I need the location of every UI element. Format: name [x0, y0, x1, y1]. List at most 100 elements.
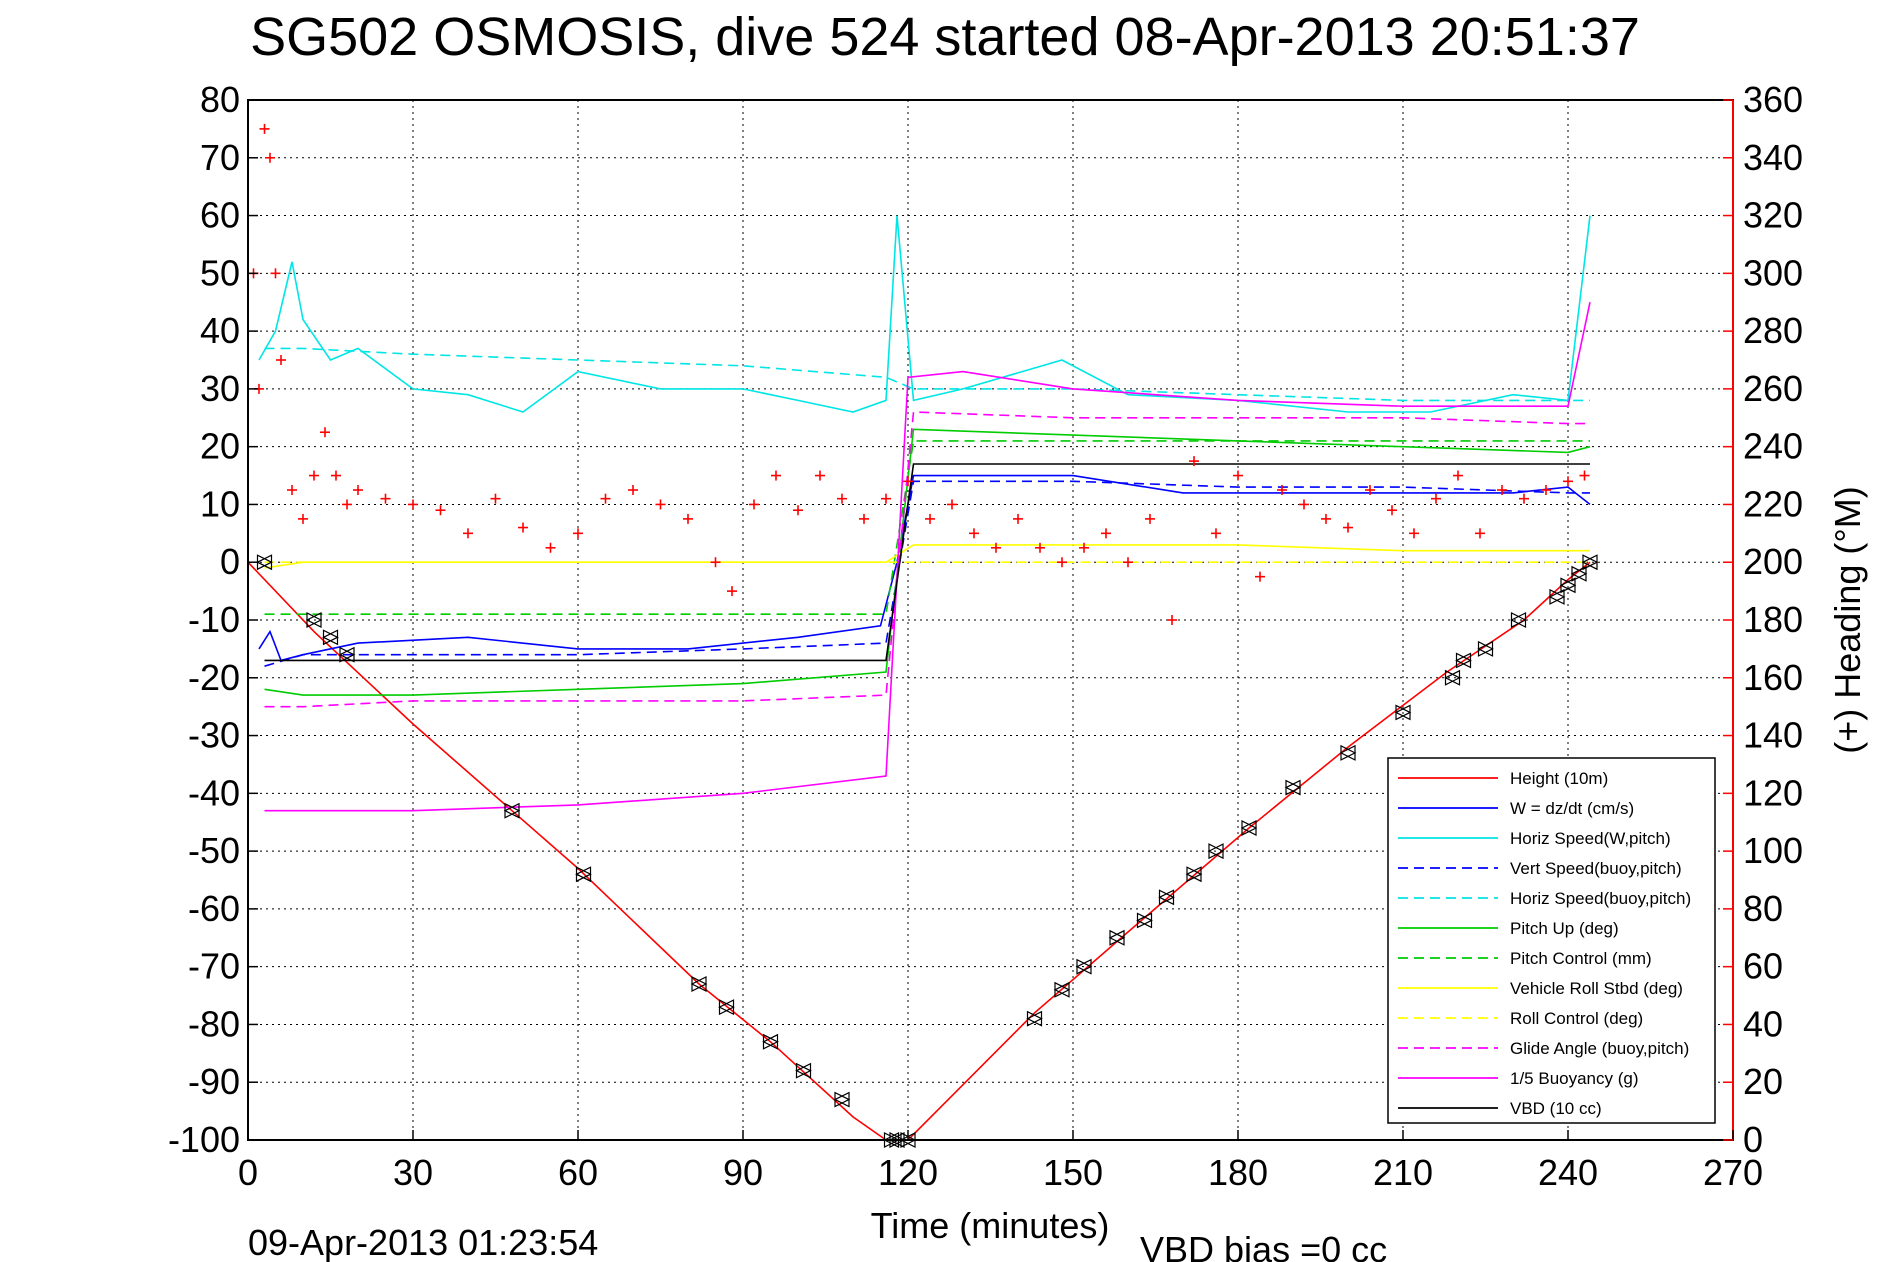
heading-point — [331, 470, 341, 481]
x-tick-label: 150 — [1043, 1152, 1103, 1193]
y-tick-label: 80 — [200, 79, 240, 120]
height-marker — [338, 646, 356, 663]
height-marker — [1075, 958, 1093, 975]
legend-label: Height (10m) — [1510, 769, 1608, 788]
x-tick-label: 210 — [1373, 1152, 1433, 1193]
legend-label: Vehicle Roll Stbd (deg) — [1510, 979, 1683, 998]
heading-point — [1079, 542, 1089, 553]
y-tick-label: 50 — [200, 252, 240, 293]
heading-point — [1211, 528, 1221, 539]
legend-label: Vert Speed(buoy,pitch) — [1510, 859, 1682, 878]
right-tick-label: 320 — [1743, 195, 1803, 236]
height-marker — [1158, 889, 1175, 906]
y-tick-label: -100 — [168, 1119, 240, 1160]
right-tick-label: 20 — [1743, 1061, 1783, 1102]
height-marker — [322, 629, 339, 646]
legend-label: Pitch Control (mm) — [1510, 949, 1652, 968]
y-tick-label: -40 — [188, 772, 240, 813]
height-marker — [833, 1091, 851, 1108]
x-axis-label: Time (minutes) — [871, 1205, 1110, 1246]
heading-point — [600, 493, 611, 504]
legend-label: Pitch Up (deg) — [1510, 919, 1619, 938]
heading-point — [259, 123, 270, 134]
heading-point — [309, 470, 319, 481]
height-marker — [1185, 866, 1203, 883]
right-tick-label: 0 — [1743, 1119, 1763, 1160]
heading-point — [859, 513, 869, 524]
right-tick-label: 260 — [1743, 368, 1803, 409]
height-marker — [1053, 981, 1071, 998]
height-marker — [1394, 704, 1412, 721]
height-marker — [575, 866, 592, 883]
heading-point — [683, 513, 693, 524]
y-tick-label: 0 — [220, 541, 240, 582]
heading-point — [270, 268, 281, 279]
y-tick-label: 70 — [200, 137, 240, 178]
heading-point — [1057, 557, 1067, 568]
series-layer — [247, 215, 1591, 1141]
height-marker — [1026, 1010, 1043, 1027]
legend-label: Roll Control (deg) — [1510, 1009, 1643, 1028]
heading-point — [490, 493, 501, 504]
heading-point — [991, 542, 1001, 553]
y-tick-label: -10 — [188, 599, 240, 640]
heading-point — [1497, 485, 1507, 495]
right-tick-label: 160 — [1743, 657, 1803, 698]
heading-point — [1409, 528, 1419, 539]
y-tick-label: -60 — [188, 888, 240, 929]
y-tick-label: -30 — [188, 715, 240, 756]
heading-point — [903, 476, 913, 487]
heading-point — [1431, 493, 1441, 504]
y-tick-label: -80 — [188, 1003, 240, 1044]
right-tick-label: 360 — [1743, 79, 1803, 120]
heading-point — [298, 513, 308, 524]
height-marker — [1559, 577, 1577, 594]
footer-vbd-bias: VBD bias =0 cc — [1140, 1229, 1387, 1262]
heading-point — [1563, 476, 1573, 487]
height-marker — [1136, 912, 1153, 929]
height-marker — [690, 976, 708, 992]
heading-point — [287, 485, 297, 495]
y-tick-label: 30 — [200, 368, 240, 409]
height-marker — [795, 1062, 812, 1079]
heading-point — [947, 499, 957, 510]
heading-point — [881, 493, 891, 504]
right-tick-label: 200 — [1743, 541, 1803, 582]
heading-point — [1277, 485, 1287, 495]
legend-label: Glide Angle (buoy,pitch) — [1510, 1039, 1689, 1058]
heading-point — [1475, 528, 1485, 539]
heading-point — [1299, 499, 1309, 510]
legend-label: Horiz Speed(buoy,pitch) — [1510, 889, 1691, 908]
y-tick-label: 20 — [200, 426, 240, 467]
x-tick-label: 120 — [878, 1152, 938, 1193]
series-line-4 — [264, 347, 1590, 402]
heading-point — [1167, 615, 1177, 625]
heading-point — [837, 493, 847, 504]
heading-point — [1123, 557, 1133, 568]
height-marker — [1477, 640, 1494, 657]
heading-point — [793, 505, 803, 516]
right-tick-label: 120 — [1743, 772, 1803, 813]
heading-point — [969, 528, 979, 539]
right-tick-label: 220 — [1743, 483, 1803, 524]
right-tick-label: 100 — [1743, 830, 1803, 871]
heading-point — [408, 499, 418, 510]
height-marker — [1207, 843, 1225, 860]
right-tick-label: 340 — [1743, 137, 1803, 178]
height-marker — [762, 1033, 779, 1050]
legend-label: 1/5 Buoyancy (g) — [1510, 1069, 1639, 1088]
y-tick-label: -70 — [188, 946, 240, 987]
right-axis-label: (+) Heading (°M) — [1827, 486, 1868, 753]
height-marker — [1108, 929, 1126, 946]
heading-point — [545, 542, 556, 553]
height-marker — [305, 612, 323, 628]
heading-point — [1321, 513, 1331, 524]
y-axis-ticks: 80 70 60 50 40 30 20 10 0 -10 -20 -30 -40 -50 -60 -70 -8… — [168, 79, 258, 1160]
heading-point — [628, 485, 638, 495]
heading-point — [463, 528, 473, 539]
height-marker — [503, 802, 521, 819]
height-marker — [1570, 565, 1588, 582]
heading-point — [1343, 522, 1353, 533]
heading-point — [655, 499, 666, 510]
x-tick-label: 240 — [1538, 1152, 1598, 1193]
